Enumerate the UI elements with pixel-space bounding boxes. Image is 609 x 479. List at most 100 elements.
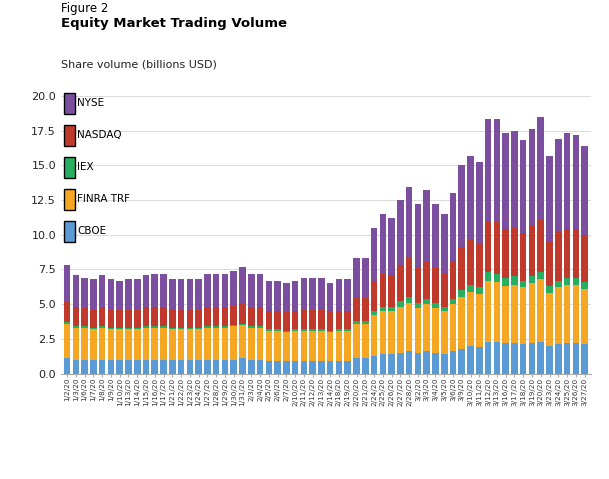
Bar [476, 244, 482, 287]
Bar [389, 354, 395, 374]
Bar [169, 310, 175, 328]
Bar [520, 140, 526, 233]
Bar [379, 354, 386, 374]
Bar [266, 311, 272, 329]
Bar [415, 308, 421, 353]
Bar [353, 258, 360, 297]
Bar [125, 329, 132, 360]
Bar [143, 328, 149, 360]
Bar [274, 281, 281, 311]
Bar [283, 312, 290, 331]
Bar [108, 279, 114, 310]
Bar [449, 304, 456, 352]
Bar [292, 329, 298, 331]
Bar [318, 331, 325, 361]
Bar [432, 308, 438, 353]
Bar [502, 286, 509, 343]
Bar [195, 360, 202, 374]
Bar [99, 307, 105, 326]
Bar [582, 282, 588, 289]
Bar [467, 156, 474, 240]
Bar [160, 307, 167, 326]
Bar [99, 328, 105, 360]
Bar [406, 187, 412, 258]
Bar [178, 310, 185, 328]
FancyBboxPatch shape [63, 93, 75, 114]
Bar [169, 329, 175, 360]
Text: CBOE: CBOE [77, 226, 107, 236]
Bar [371, 228, 378, 281]
Bar [423, 298, 430, 304]
Bar [64, 324, 70, 358]
Bar [449, 352, 456, 374]
Bar [318, 278, 325, 310]
Bar [90, 329, 97, 360]
Bar [564, 343, 571, 374]
Bar [441, 307, 448, 311]
Bar [248, 274, 255, 307]
FancyBboxPatch shape [63, 189, 75, 210]
Bar [459, 165, 465, 247]
Bar [345, 311, 351, 329]
Bar [169, 279, 175, 310]
Bar [502, 278, 509, 286]
Bar [353, 321, 360, 324]
Bar [389, 275, 395, 307]
Bar [467, 285, 474, 292]
Bar [449, 193, 456, 261]
Bar [546, 293, 553, 346]
Bar [64, 358, 70, 374]
Bar [379, 307, 386, 311]
Bar [415, 353, 421, 374]
Bar [476, 347, 482, 374]
Bar [204, 360, 211, 374]
Bar [449, 298, 456, 304]
Bar [309, 278, 316, 310]
Bar [432, 204, 438, 268]
Bar [493, 222, 500, 274]
Bar [134, 360, 141, 374]
Bar [467, 346, 474, 374]
Bar [283, 284, 290, 312]
Bar [511, 276, 518, 285]
Bar [309, 331, 316, 361]
Bar [248, 328, 255, 360]
Bar [529, 284, 535, 343]
Bar [266, 361, 272, 374]
Bar [459, 349, 465, 374]
Bar [582, 236, 588, 282]
Bar [239, 358, 246, 374]
Bar [230, 306, 237, 325]
Bar [213, 274, 219, 307]
Bar [511, 343, 518, 374]
Bar [274, 361, 281, 374]
Bar [397, 301, 404, 307]
Bar [345, 279, 351, 311]
Bar [186, 360, 193, 374]
Bar [572, 229, 579, 278]
Bar [362, 324, 368, 358]
Bar [485, 281, 491, 342]
Bar [152, 328, 158, 360]
Bar [318, 310, 325, 329]
Bar [283, 361, 290, 374]
Bar [493, 274, 500, 282]
Bar [397, 200, 404, 265]
Bar [371, 315, 378, 355]
Bar [511, 228, 518, 276]
Bar [81, 326, 88, 328]
Bar [415, 303, 421, 308]
Bar [72, 328, 79, 360]
Bar [90, 279, 97, 310]
Bar [379, 214, 386, 274]
Bar [195, 328, 202, 329]
Bar [186, 310, 193, 328]
Bar [493, 282, 500, 342]
Bar [257, 326, 263, 328]
Bar [116, 329, 123, 360]
Bar [160, 328, 167, 360]
Bar [143, 360, 149, 374]
Bar [389, 311, 395, 354]
Bar [239, 324, 246, 325]
Bar [432, 268, 438, 303]
